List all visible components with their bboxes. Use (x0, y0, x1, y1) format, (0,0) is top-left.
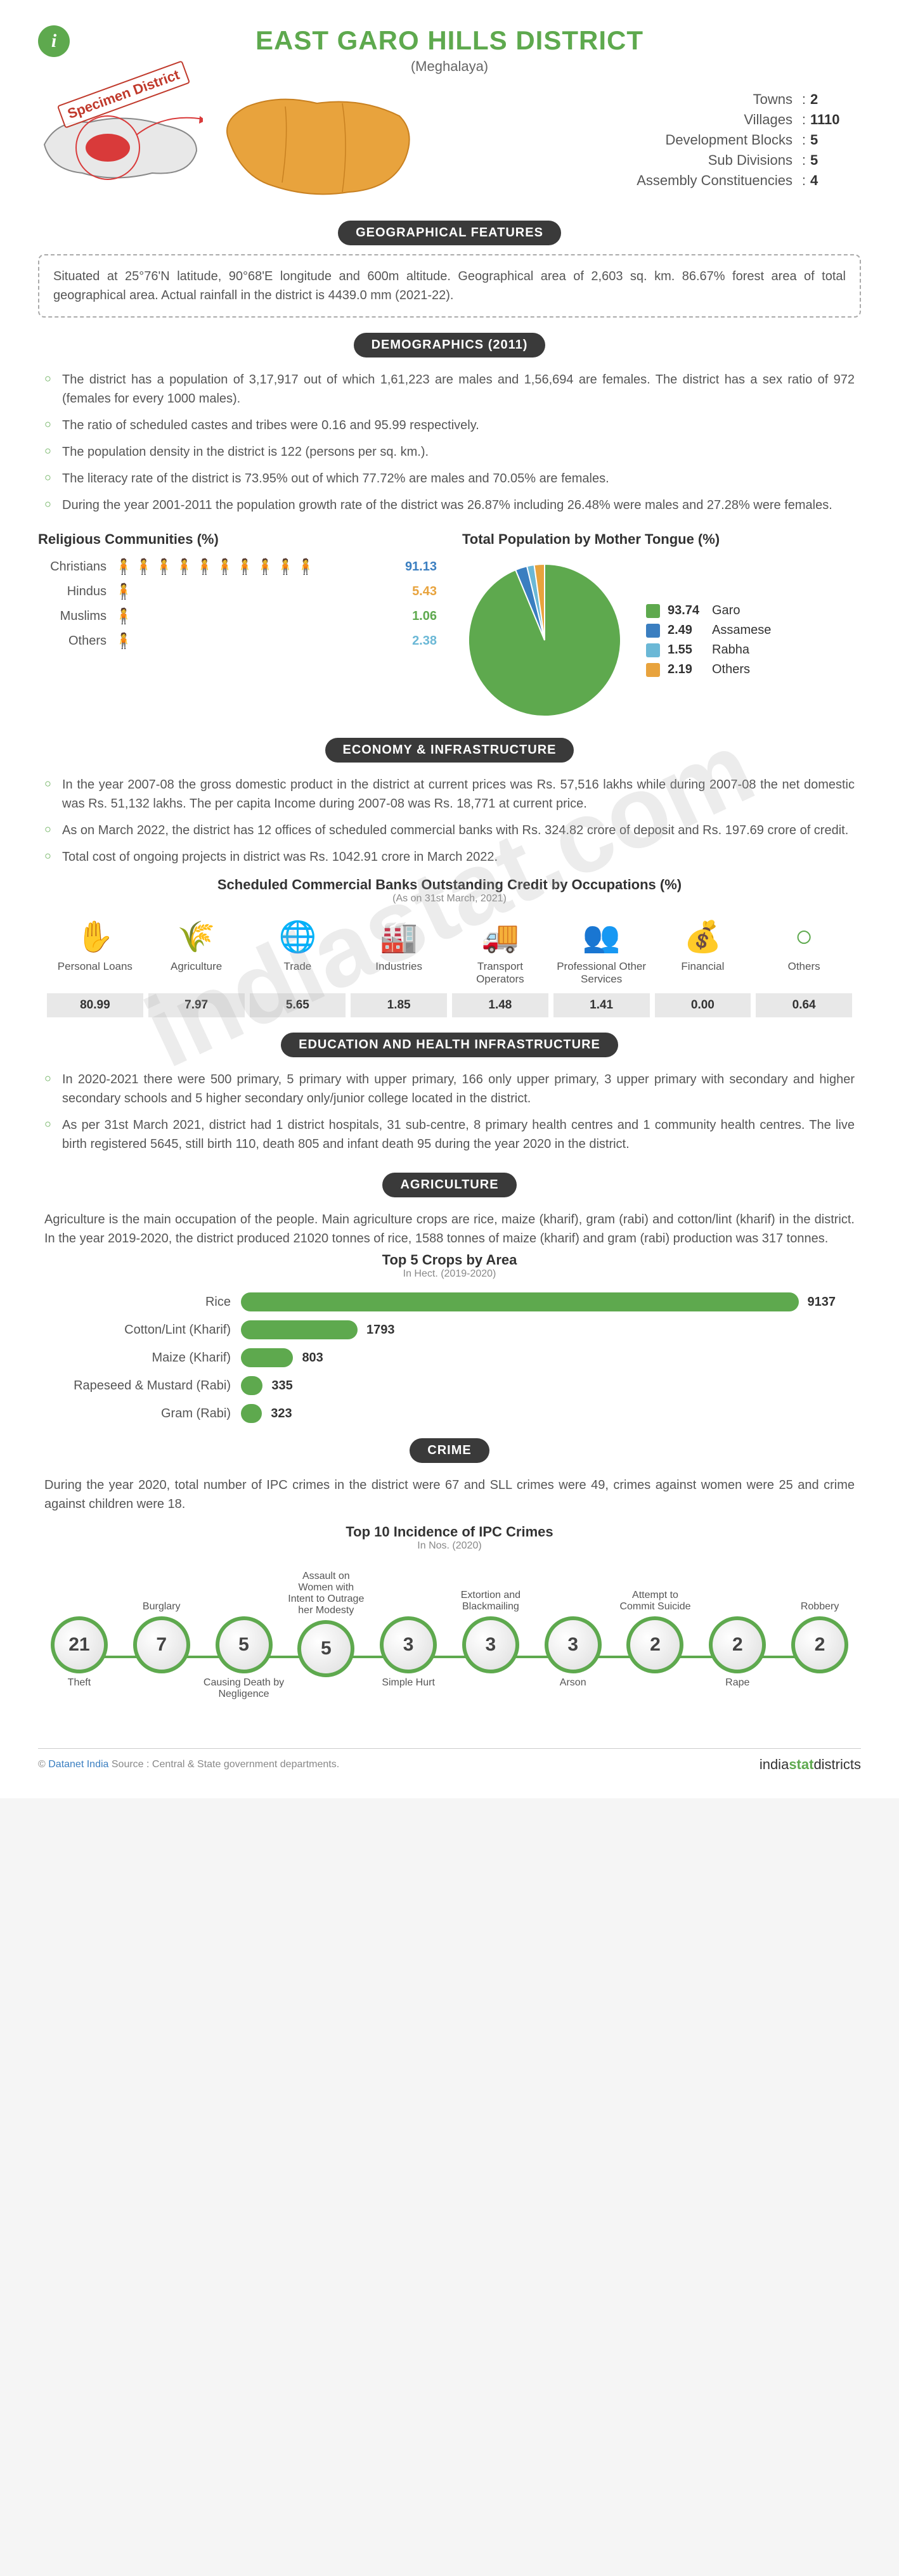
credit-item: 👥Professional Other Services1.41 (551, 917, 652, 1017)
crop-row: Rapeseed & Mustard (Rabi)335 (63, 1376, 836, 1395)
crime-item: 2Rape (696, 1571, 779, 1719)
bullet-item: Total cost of ongoing projects in distri… (44, 844, 855, 870)
crime-item: Extortion and Blackmailing3 (450, 1571, 532, 1719)
info-icon: i (38, 25, 70, 57)
legend-row: 1.55Rabha (646, 643, 771, 657)
crime-item: Burglary7 (120, 1571, 203, 1719)
credit-item: ✋Personal Loans80.99 (44, 917, 146, 1017)
crime-banner: CRIME (38, 1438, 861, 1463)
agri-banner: AGRICULTURE (38, 1173, 861, 1197)
econ-banner: ECONOMY & INFRASTRUCTURE (38, 738, 861, 763)
header-stat-row: Assembly Constituencies:4 (532, 172, 861, 189)
credit-icon: 🌐 (250, 917, 346, 955)
legend-row: 2.19Others (646, 662, 771, 677)
crime-item: 5Causing Death by Negligence (203, 1571, 285, 1719)
mothertongue-title: Total Population by Mother Tongue (%) (462, 531, 861, 548)
footer-source: © Datanet India Source : Central & State… (38, 1759, 339, 1770)
crop-row: Cotton/Lint (Kharif)1793 (63, 1320, 836, 1339)
crops-chart: Top 5 Crops by Area In Hect. (2019-2020)… (38, 1252, 861, 1423)
credit-icon: ✋ (47, 917, 143, 955)
crop-row: Gram (Rabi)323 (63, 1404, 836, 1423)
crime-item: 3Arson (532, 1571, 614, 1719)
legend-row: 2.49Assamese (646, 623, 771, 638)
crime-item: Robbery2 (779, 1571, 861, 1719)
district-map-icon (216, 87, 418, 202)
demo-charts: Religious Communities (%) Christians🧍🧍🧍🧍… (38, 531, 861, 723)
bullet-item: The population density in the district i… (44, 439, 855, 465)
religion-row: Hindus🧍5.43 (38, 583, 437, 601)
infographic-page: i indiastat.com EAST GARO HILLS DISTRICT… (0, 0, 899, 1798)
bullet-item: During the year 2001-2011 the population… (44, 492, 855, 518)
pie-chart-icon (462, 558, 627, 723)
econ-bullets: In the year 2007-08 the gross domestic p… (38, 771, 861, 870)
footer: © Datanet India Source : Central & State… (38, 1748, 861, 1773)
crime-item: 21Theft (38, 1571, 120, 1719)
credit-item: 💰Financial0.00 (652, 917, 754, 1017)
credit-title: Scheduled Commercial Banks Outstanding C… (38, 877, 861, 893)
credit-icon: 💰 (655, 917, 751, 955)
credit-icon: ○ (756, 917, 852, 955)
bullet-item: The ratio of scheduled castes and tribes… (44, 412, 855, 439)
demo-banner: DEMOGRAPHICS (2011) (38, 333, 861, 357)
demo-bullets: The district has a population of 3,17,91… (38, 366, 861, 518)
bullet-item: The literacy rate of the district is 73.… (44, 465, 855, 492)
crops-subtitle: In Hect. (2019-2020) (63, 1268, 836, 1280)
edu-bullets: In 2020-2021 there were 500 primary, 5 p… (38, 1066, 861, 1157)
credit-chart: Scheduled Commercial Banks Outstanding C… (38, 877, 861, 1017)
geo-text: Situated at 25°76'N latitude, 90°68'E lo… (38, 254, 861, 318)
credit-item: 🚚Transport Operators1.48 (450, 917, 551, 1017)
crime-title: Top 10 Incidence of IPC Crimes (38, 1524, 861, 1540)
bullet-item: As on March 2022, the district has 12 of… (44, 817, 855, 844)
credit-item: 🌾Agriculture7.97 (146, 917, 247, 1017)
header-stat-row: Development Blocks:5 (532, 132, 861, 148)
credit-icon: 👥 (553, 917, 650, 955)
header-stat-row: Towns:2 (532, 91, 861, 108)
edu-banner: EDUCATION AND HEALTH INFRASTRUCTURE (38, 1033, 861, 1057)
legend-row: 93.74Garo (646, 603, 771, 618)
credit-item: 🏭Industries1.85 (348, 917, 450, 1017)
header-stats: Towns:2 Villages:1110 Development Blocks:5… (532, 87, 861, 193)
credit-icon: 🌾 (148, 917, 245, 955)
header-stat-row: Sub Divisions:5 (532, 152, 861, 169)
credit-icon: 🚚 (452, 917, 548, 955)
credit-subtitle: (As on 31st March, 2021) (38, 893, 861, 905)
crime-item: Assault on Women with Intent to Outrage … (285, 1571, 367, 1723)
bullet-item: In 2020-2021 there were 500 primary, 5 p… (44, 1066, 855, 1112)
crime-chart: Top 10 Incidence of IPC Crimes In Nos. (… (38, 1524, 861, 1723)
religion-row: Christians🧍🧍🧍🧍🧍🧍🧍🧍🧍🧍91.13 (38, 558, 437, 576)
crime-item: 3Simple Hurt (367, 1571, 450, 1719)
agri-text: Agriculture is the main occupation of th… (38, 1206, 861, 1252)
religion-row: Muslims🧍1.06 (38, 607, 437, 626)
crops-title: Top 5 Crops by Area (63, 1252, 836, 1268)
crime-item: Attempt to Commit Suicide2 (614, 1571, 697, 1719)
crop-row: Maize (Kharif)803 (63, 1348, 836, 1367)
bullet-item: As per 31st March 2021, district had 1 d… (44, 1112, 855, 1157)
source-link[interactable]: Datanet India (48, 1759, 108, 1770)
credit-item: ○Others0.64 (753, 917, 855, 1017)
crime-text: During the year 2020, total number of IP… (38, 1472, 861, 1517)
mothertongue-chart: Total Population by Mother Tongue (%) 93… (462, 531, 861, 723)
pie-legend: 93.74Garo 2.49Assamese 1.55Rabha 2.19Others (646, 598, 771, 682)
geo-banner: GEOGRAPHICAL FEATURES (38, 221, 861, 245)
religion-title: Religious Communities (%) (38, 531, 437, 548)
bullet-item: In the year 2007-08 the gross domestic p… (44, 771, 855, 817)
page-title: EAST GARO HILLS DISTRICT (38, 25, 861, 56)
header-stat-row: Villages:1110 (532, 112, 861, 128)
bullet-item: The district has a population of 3,17,91… (44, 366, 855, 412)
credit-icon: 🏭 (351, 917, 447, 955)
header-row: Towns:2 Villages:1110 Development Blocks:5… (38, 87, 861, 202)
crime-subtitle: In Nos. (2020) (38, 1540, 861, 1552)
credit-item: 🌐Trade5.65 (247, 917, 349, 1017)
footer-brand: indiastatdistricts (760, 1756, 861, 1773)
religion-chart: Religious Communities (%) Christians🧍🧍🧍🧍… (38, 531, 437, 723)
crop-row: Rice9137 (63, 1292, 836, 1311)
religion-row: Others🧍2.38 (38, 632, 437, 650)
